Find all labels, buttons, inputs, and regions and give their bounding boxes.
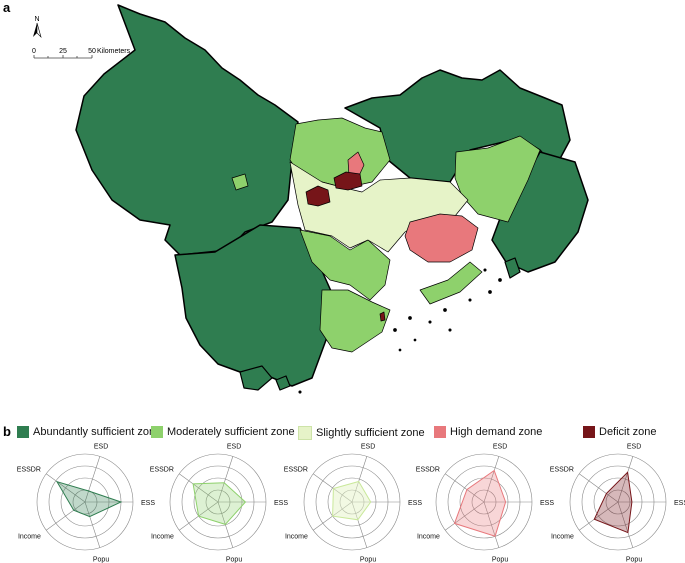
scale-tick-50: 50	[88, 48, 96, 55]
radar-axis-label-essdr: ESSDR	[550, 466, 574, 473]
radar-axis-label-income: Income	[285, 534, 308, 541]
legend-item-high-demand: High demand zone	[434, 426, 542, 438]
region-moderate-islands	[231, 173, 483, 305]
legend-label: Deficit zone	[599, 426, 657, 438]
radar-axis-label-popu: Popu	[360, 556, 376, 563]
radar-axis-label-essdr: ESSDR	[416, 466, 440, 473]
radar-axis-label-ess: ESS	[674, 500, 685, 507]
legend-item-deficit: Deficit zone	[583, 426, 656, 438]
radar-axis-label-esd: ESD	[94, 444, 108, 451]
legend-item-moderate: Moderately sufficient zone	[151, 426, 295, 438]
map-regions	[75, 4, 589, 394]
radar-axis-label-popu: Popu	[492, 556, 508, 563]
panel-label-b: b	[3, 424, 11, 439]
scale-tick-0: 0	[32, 48, 36, 55]
legend-label: High demand zone	[450, 426, 543, 438]
scale-bar: 0 25 50 Kilometers	[32, 48, 131, 59]
radar-axis-label-income: Income	[151, 534, 174, 541]
radar-axis	[217, 456, 234, 503]
radar-axis	[84, 501, 101, 548]
islands	[239, 257, 521, 391]
radar-series-polygon	[332, 480, 372, 521]
radar-axis	[617, 456, 634, 503]
scale-unit: Kilometers	[97, 48, 131, 55]
radar-chart-0: ESS ESD ESSDR Income Popu	[17, 444, 156, 563]
radar-axis-label-ess: ESS	[141, 500, 155, 507]
radar-axis-label-popu: Popu	[626, 556, 642, 563]
region-deficit-3	[379, 311, 386, 322]
radar-axis	[578, 501, 619, 531]
radar-axis-label-ess: ESS	[540, 500, 554, 507]
legend-swatch	[583, 426, 595, 438]
radar-axis-label-ess: ESS	[274, 500, 288, 507]
legend-swatch	[151, 426, 163, 438]
north-arrow-label: N	[34, 16, 39, 23]
radar-axis	[178, 473, 219, 503]
radar-series-polygon	[593, 471, 633, 534]
radar-chart-4: ESS ESD ESSDR Income Popu	[550, 444, 685, 563]
region-moderate-east	[454, 135, 541, 223]
region-abundant-southwest	[174, 224, 336, 387]
legend-swatch	[298, 426, 312, 440]
radar-axis	[84, 456, 101, 503]
legend-label: Slightly sufficient zone	[316, 427, 425, 439]
region-deficit-1	[305, 185, 331, 207]
radar-axis-label-popu: Popu	[226, 556, 242, 563]
legend-label: Moderately sufficient zone	[167, 426, 295, 438]
radar-axis	[617, 501, 634, 548]
radar-axis	[444, 473, 485, 503]
north-arrow: N	[33, 16, 42, 39]
radar-chart-1: ESS ESD ESSDR Income Popu	[150, 444, 289, 563]
radar-series-polygon	[192, 482, 247, 525]
radar-axis-label-esd: ESD	[361, 444, 375, 451]
radar-axis-label-essdr: ESSDR	[284, 466, 308, 473]
legend-item-slight: Slightly sufficient zone	[298, 426, 425, 440]
region-moderate-central	[299, 229, 391, 301]
radar-axis-label-essdr: ESSDR	[150, 466, 174, 473]
radar-axis-label-popu: Popu	[93, 556, 109, 563]
radar-axis	[45, 501, 86, 531]
radar-axis-label-ess: ESS	[408, 500, 422, 507]
radar-axis-label-esd: ESD	[493, 444, 507, 451]
radar-axis	[578, 473, 619, 503]
region-moderate-south	[319, 289, 391, 353]
radar-chart-3: ESS ESD ESSDR Income Popu	[416, 444, 555, 563]
radar-axis	[483, 501, 500, 548]
radar-axis-label-esd: ESD	[227, 444, 241, 451]
legend-swatch	[17, 426, 29, 438]
north-arrow-icon	[33, 23, 37, 37]
radar-axis-label-income: Income	[551, 534, 574, 541]
radar-axis	[45, 473, 86, 503]
scale-tick-25: 25	[59, 48, 67, 55]
radar-axis-label-income: Income	[18, 534, 41, 541]
panel-label-a: a	[3, 0, 11, 15]
radar-axis-label-income: Income	[417, 534, 440, 541]
radar-axis-label-esd: ESD	[627, 444, 641, 451]
region-deficit-2	[333, 171, 363, 191]
legend-swatch	[434, 426, 446, 438]
radar-axis-label-essdr: ESSDR	[17, 466, 41, 473]
legend-item-abundant: Abundantly sufficient zone	[17, 426, 161, 438]
map: N 0 25 50 Kilometers	[32, 4, 589, 394]
radar-axis	[444, 501, 485, 531]
radar-series-polygon	[55, 480, 123, 518]
region-high-demand-east	[404, 213, 479, 263]
small-islands	[298, 268, 502, 394]
radar-series-polygon	[453, 469, 507, 537]
legend-label: Abundantly sufficient zone	[33, 426, 162, 438]
radar-chart-2: ESS ESD ESSDR Income Popu	[284, 444, 423, 563]
radar-axis	[483, 456, 500, 503]
